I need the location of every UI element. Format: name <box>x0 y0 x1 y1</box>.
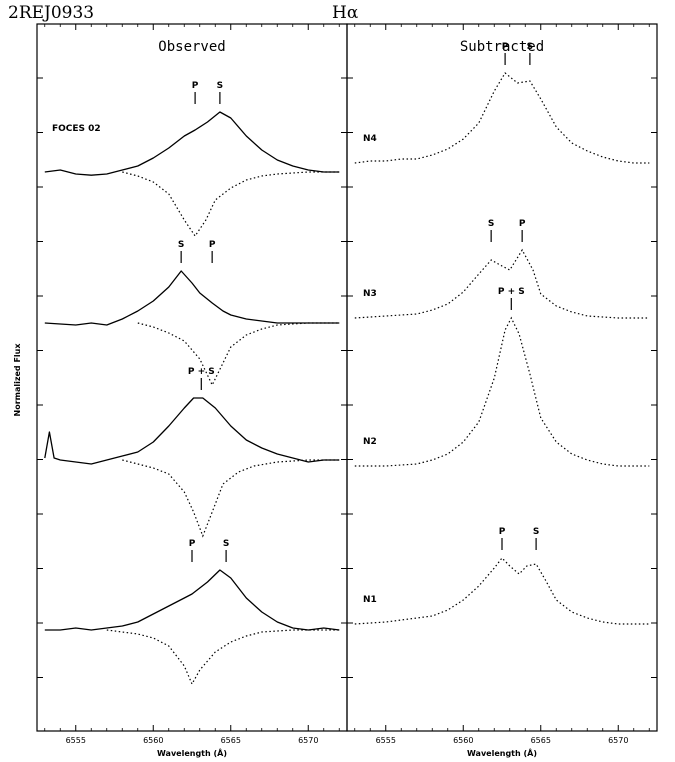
component-marker-label: S <box>488 219 494 229</box>
template-spectrum-line <box>122 171 340 238</box>
subtracted-spectrum-line <box>354 316 650 467</box>
component-marker-label: P <box>502 42 509 52</box>
subtracted-panel-title: Subtracted <box>460 39 544 55</box>
x-tick-label: 6565 <box>531 736 551 745</box>
template-spectrum-line <box>122 459 340 538</box>
x-tick-label: 6565 <box>221 736 241 745</box>
component-marker-label: P + S <box>188 367 215 377</box>
template-spectrum-line <box>137 322 340 387</box>
component-marker-label: S <box>533 527 539 537</box>
observed-spectrum-line <box>44 111 340 176</box>
x-tick-label: 6570 <box>298 736 318 745</box>
component-marker-label: S <box>223 539 229 549</box>
line-label: Hα <box>332 3 359 23</box>
spectrum-label: N2 <box>363 437 377 447</box>
observed-x-axis-label: Wavelength (Å) <box>157 748 227 758</box>
subtracted-spectrum-line <box>354 72 650 164</box>
subtracted-spectrum-line <box>354 248 650 319</box>
observed-spectrum-line <box>44 397 340 465</box>
component-marker-label: S <box>527 42 533 52</box>
component-marker-label: P <box>519 219 526 229</box>
component-marker-label: P + S <box>498 287 525 297</box>
observed-spectrum-line <box>44 270 340 326</box>
subtracted-panel-frame <box>346 23 658 732</box>
x-tick-label: 6560 <box>453 736 473 745</box>
object-name: 2REJ0933 <box>8 3 94 23</box>
x-tick-label: 6560 <box>143 736 163 745</box>
x-tick-label: 6555 <box>376 736 396 745</box>
component-marker-label: S <box>178 240 184 250</box>
spectrum-label: N1 <box>363 595 377 605</box>
component-marker-label: P <box>192 81 199 91</box>
y-axis-label: Normalized Flux <box>13 343 22 417</box>
component-marker-label: S <box>217 81 223 91</box>
observed-spectrum-line <box>44 569 340 631</box>
subtracted-spectrum-line <box>354 557 650 625</box>
subtracted-x-axis-label: Wavelength (Å) <box>467 748 537 758</box>
component-marker-label: P <box>499 527 506 537</box>
template-spectrum-line <box>106 629 340 686</box>
component-marker-label: P <box>209 240 216 250</box>
component-marker-label: P <box>189 539 196 549</box>
spectrum-label: N4 <box>363 134 377 144</box>
x-tick-label: 6570 <box>608 736 628 745</box>
foces-annotation: FOCES 02 <box>52 124 101 134</box>
spectrum-label: N3 <box>363 289 377 299</box>
observed-panel-title: Observed <box>158 39 225 55</box>
x-tick-label: 6555 <box>66 736 86 745</box>
